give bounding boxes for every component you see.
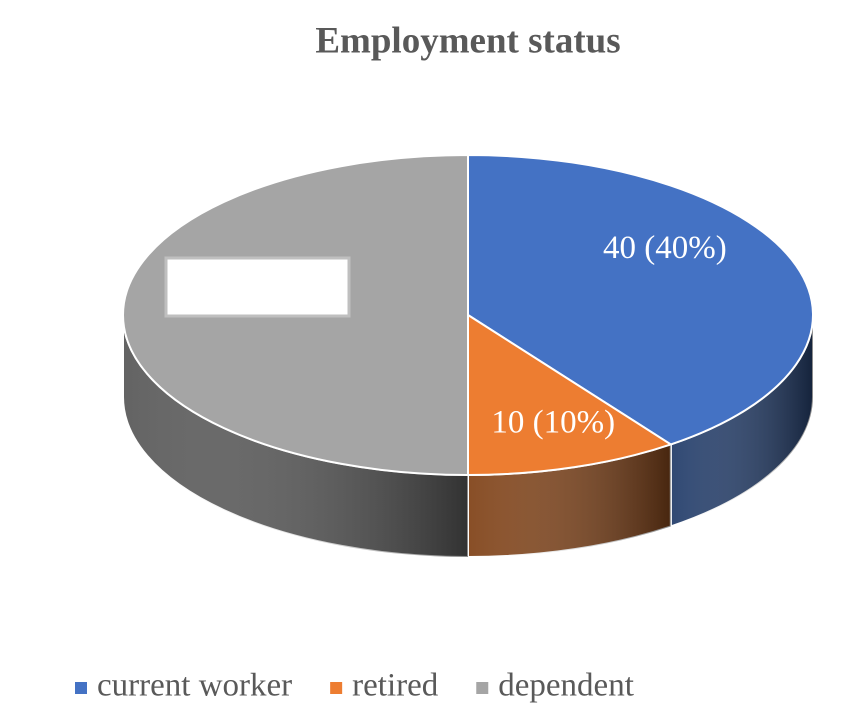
slice <box>467 153 814 446</box>
legend-label: current worker <box>97 668 292 704</box>
data-labels: 40 (40%) 10 (10%) <box>491 230 726 440</box>
legend-swatch <box>75 682 87 694</box>
legend-label: retired <box>352 668 439 704</box>
legend-swatch <box>330 682 343 694</box>
label-cover <box>164 256 351 318</box>
legend: current worker retired dependent <box>75 668 634 704</box>
chart-title: Employment status <box>315 20 620 61</box>
slice-side-shade <box>670 315 813 527</box>
slice <box>467 313 674 477</box>
data-label: 10 (10%) <box>491 404 615 440</box>
slice-side-shade <box>468 444 671 557</box>
legend-swatch <box>476 682 489 694</box>
data-label: 40 (40%) <box>603 230 727 266</box>
legend-label: dependent <box>498 668 634 704</box>
slice-side-shade <box>123 315 468 557</box>
pie-sides <box>122 314 814 559</box>
